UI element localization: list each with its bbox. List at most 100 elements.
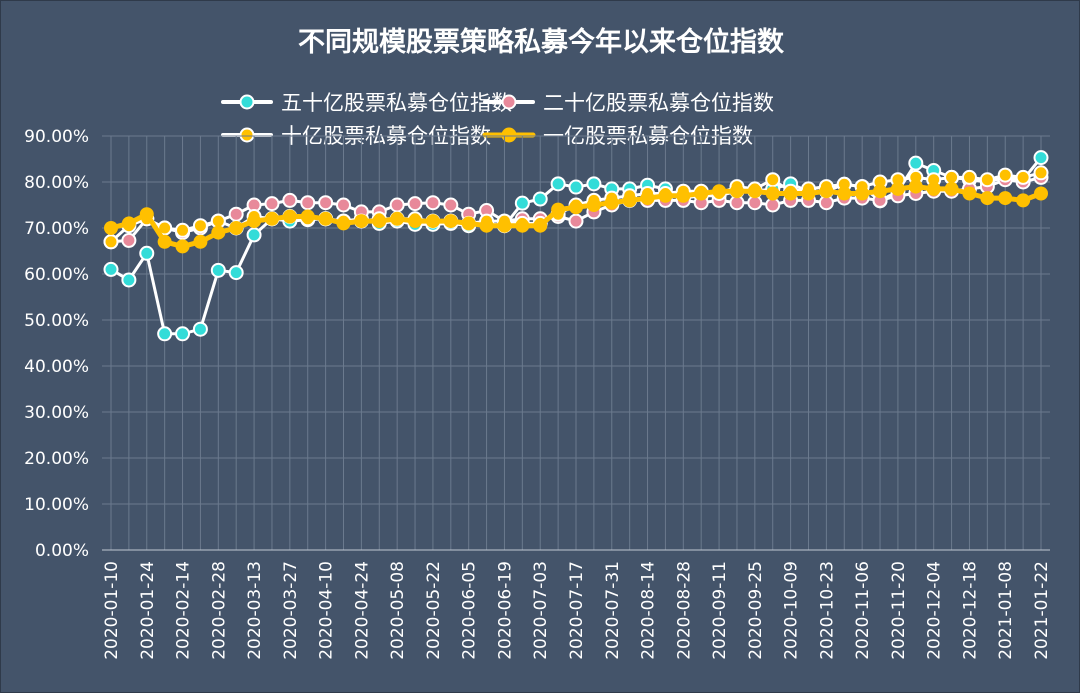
data-point — [550, 176, 566, 192]
x-tick-label: 2020-02-14 — [174, 561, 194, 660]
data-point — [121, 216, 136, 231]
legend-label: 五十亿股票私募仓位指数 — [281, 91, 512, 115]
y-tick-label: 0.00% — [35, 541, 89, 561]
data-point — [139, 207, 154, 222]
data-point — [765, 172, 781, 188]
y-tick-label: 10.00% — [24, 495, 89, 515]
data-point — [175, 239, 190, 254]
data-point — [103, 234, 119, 250]
x-tick-label: 2020-02-28 — [209, 561, 229, 660]
data-point — [944, 181, 959, 196]
legend-item: 五十亿股票私募仓位指数 — [221, 91, 512, 115]
data-point — [1033, 165, 1049, 181]
data-point — [586, 176, 602, 192]
data-point — [837, 186, 852, 201]
data-point — [300, 209, 315, 224]
x-tick-label: 2020-11-06 — [853, 561, 873, 660]
x-tick-label: 2020-06-05 — [460, 561, 480, 660]
data-point — [658, 188, 673, 203]
data-point — [515, 218, 530, 233]
data-point — [336, 197, 351, 213]
y-tick-label: 40.00% — [24, 357, 89, 377]
data-point — [729, 184, 744, 199]
data-point — [282, 209, 297, 224]
chart-title: 不同规模股票策略私募今年以来仓位指数 — [298, 26, 785, 58]
data-point — [586, 198, 601, 212]
data-point — [1015, 169, 1031, 185]
data-point — [175, 222, 191, 238]
data-point — [980, 191, 995, 206]
data-point — [425, 195, 441, 211]
y-tick-label: 50.00% — [24, 311, 89, 331]
legend: 五十亿股票私募仓位指数二十亿股票私募仓位指数十亿股票私募仓位指数一亿股票私募仓位… — [221, 91, 774, 148]
data-point — [1034, 186, 1048, 201]
x-tick-label: 2020-09-25 — [746, 561, 766, 660]
y-tick-label: 30.00% — [24, 403, 89, 423]
data-point — [765, 186, 780, 201]
x-axis: 2020-01-10 2020-01-24 2020-02-14 2020-02-28… — [102, 561, 1052, 660]
data-point — [998, 191, 1013, 206]
data-point — [479, 218, 494, 233]
data-point — [175, 326, 191, 342]
data-point — [640, 191, 655, 206]
data-point — [961, 169, 977, 185]
x-tick-label: 2020-06-19 — [495, 561, 515, 660]
x-tick-label: 2020-07-31 — [603, 561, 623, 660]
data-point — [532, 191, 548, 207]
x-tick-label: 2020-08-14 — [639, 561, 659, 660]
data-point — [443, 197, 459, 213]
data-point — [514, 195, 530, 211]
x-tick-label: 2020-11-20 — [889, 561, 909, 660]
data-point — [407, 196, 423, 212]
data-point — [247, 214, 262, 229]
data-point — [425, 214, 440, 229]
data-point — [103, 261, 119, 277]
data-point — [604, 195, 619, 210]
series-4 — [104, 179, 1048, 254]
data-point — [210, 262, 226, 278]
legend-marker-icon — [501, 127, 517, 143]
data-point — [389, 197, 405, 213]
legend-label: 二十亿股票私募仓位指数 — [543, 91, 774, 115]
y-tick-label: 80.00% — [24, 173, 89, 193]
data-point — [390, 211, 405, 226]
data-point — [408, 214, 423, 229]
data-point — [300, 195, 316, 211]
data-point — [497, 218, 512, 233]
data-point — [908, 155, 924, 171]
data-point — [354, 214, 369, 229]
data-point — [926, 181, 941, 196]
x-tick-label: 2020-10-09 — [782, 561, 802, 660]
data-point — [372, 214, 387, 229]
data-point — [318, 211, 333, 226]
data-point — [855, 186, 870, 201]
x-tick-label: 2021-01-22 — [1032, 561, 1052, 660]
x-tick-label: 2020-01-24 — [138, 561, 158, 660]
data-point — [997, 167, 1013, 183]
legend-marker-icon — [239, 94, 255, 110]
y-tick-label: 60.00% — [24, 265, 89, 285]
x-tick-label: 2020-05-22 — [424, 561, 444, 660]
x-tick-label: 2021-01-08 — [996, 561, 1016, 660]
data-point — [890, 181, 905, 196]
data-point — [157, 234, 172, 249]
x-tick-label: 2020-12-04 — [925, 561, 945, 660]
series-group — [103, 150, 1049, 342]
data-point — [121, 272, 137, 288]
data-point — [694, 186, 709, 201]
data-point — [622, 193, 637, 208]
data-point — [336, 216, 351, 231]
x-tick-label: 2020-09-11 — [710, 561, 730, 660]
data-point — [229, 221, 244, 235]
y-axis: 0.00% 10.00% 20.00% 30.00% 40.00% 50.00% 60.00… — [24, 127, 1050, 561]
data-point — [121, 232, 137, 248]
x-tick-label: 2020-10-23 — [817, 561, 837, 660]
data-point — [139, 245, 155, 261]
legend-marker-icon — [239, 127, 255, 143]
data-point — [551, 202, 566, 217]
x-tick-label: 2020-04-10 — [317, 561, 337, 660]
data-point — [873, 184, 888, 199]
data-point — [461, 216, 476, 231]
